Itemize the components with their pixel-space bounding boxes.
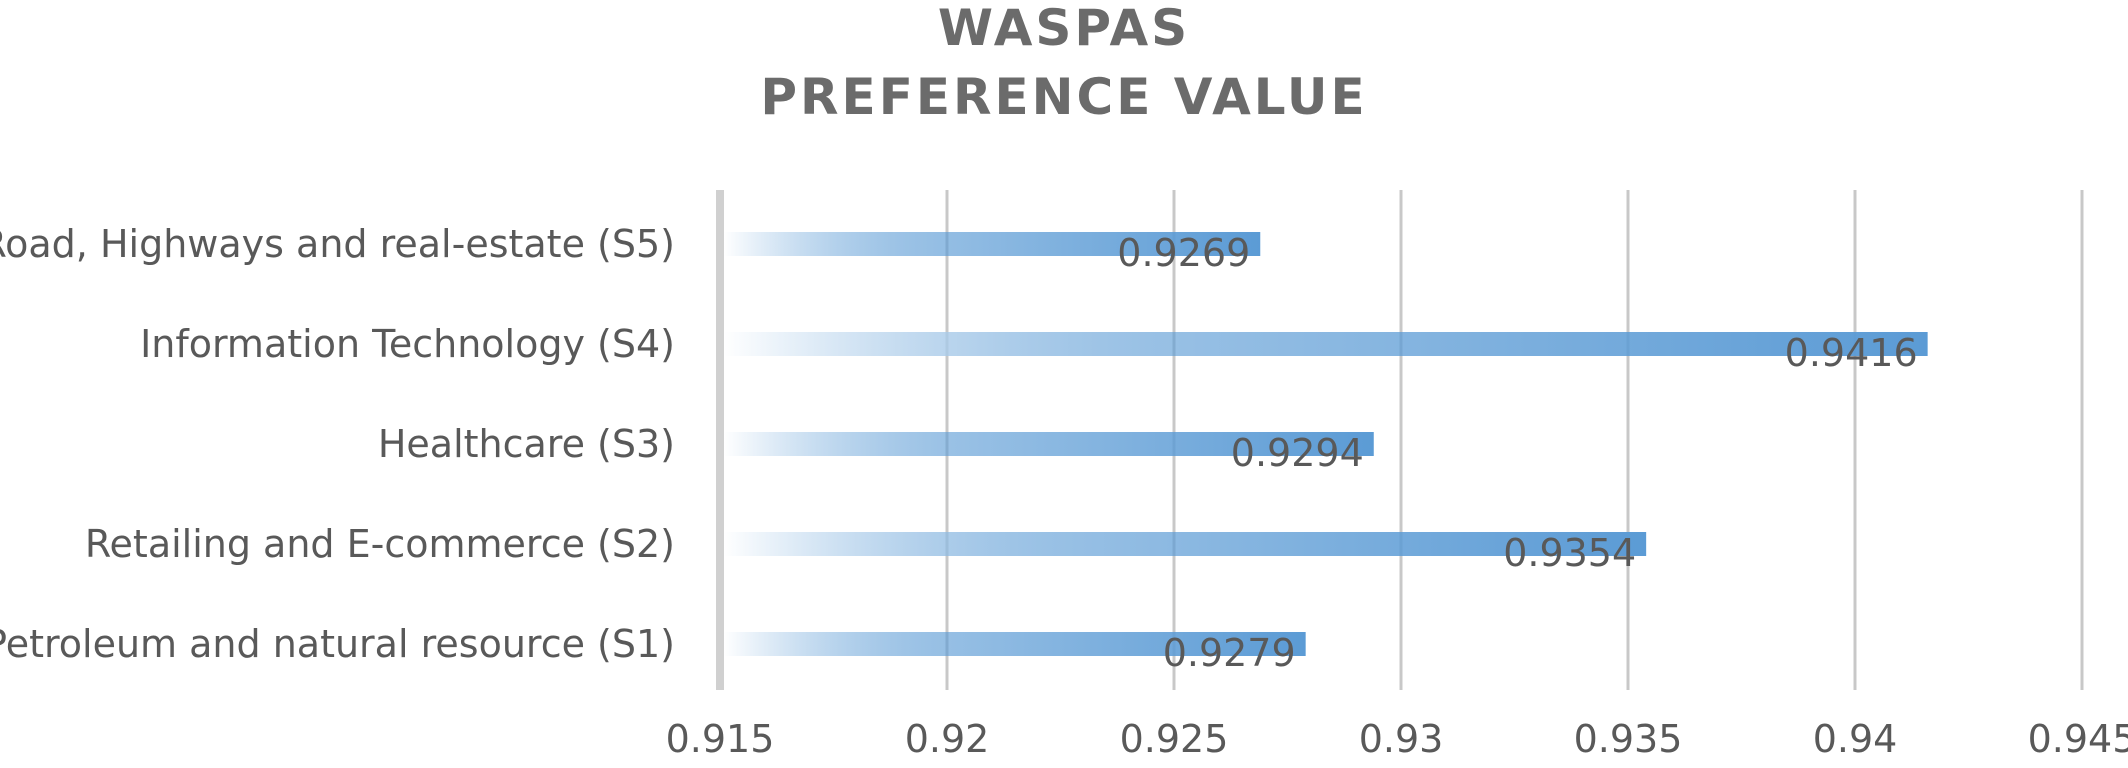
bar bbox=[724, 332, 1928, 356]
labels: 0.915 0.92 0.925 0.93 0.935 0.94 0.945 Petroleu… bbox=[0, 222, 2128, 761]
bars bbox=[724, 232, 1928, 656]
x-tick-label: 0.93 bbox=[1359, 717, 1444, 761]
bar bbox=[724, 432, 1374, 456]
data-label: 0.9279 bbox=[1163, 631, 1296, 675]
bar bbox=[724, 632, 1306, 656]
x-tick-label: 0.935 bbox=[1574, 717, 1683, 761]
data-label: 0.9416 bbox=[1785, 331, 1918, 375]
x-tick-label: 0.92 bbox=[905, 717, 990, 761]
x-tick-label: 0.945 bbox=[2028, 717, 2128, 761]
chart-subtitle: PREFERENCE VALUE bbox=[760, 68, 1368, 126]
x-tick-label: 0.94 bbox=[1813, 717, 1898, 761]
data-label: 0.9269 bbox=[1117, 231, 1250, 275]
bar bbox=[724, 232, 1261, 256]
data-label: 0.9354 bbox=[1503, 531, 1636, 575]
category-label: Healthcare (S3) bbox=[378, 422, 675, 466]
chart-title: WASPAS bbox=[937, 0, 1191, 57]
category-label: Information Technology (S4) bbox=[140, 322, 675, 366]
data-label: 0.9294 bbox=[1231, 431, 1364, 475]
bar bbox=[724, 532, 1647, 556]
x-tick-label: 0.925 bbox=[1120, 717, 1229, 761]
x-tick-label: 0.915 bbox=[666, 717, 775, 761]
category-label: Petroleum and natural resource (S1) bbox=[0, 622, 675, 666]
category-label: Retailing and E-commerce (S2) bbox=[85, 522, 675, 566]
category-label: Road, Highways and real-estate (S5) bbox=[0, 222, 675, 266]
